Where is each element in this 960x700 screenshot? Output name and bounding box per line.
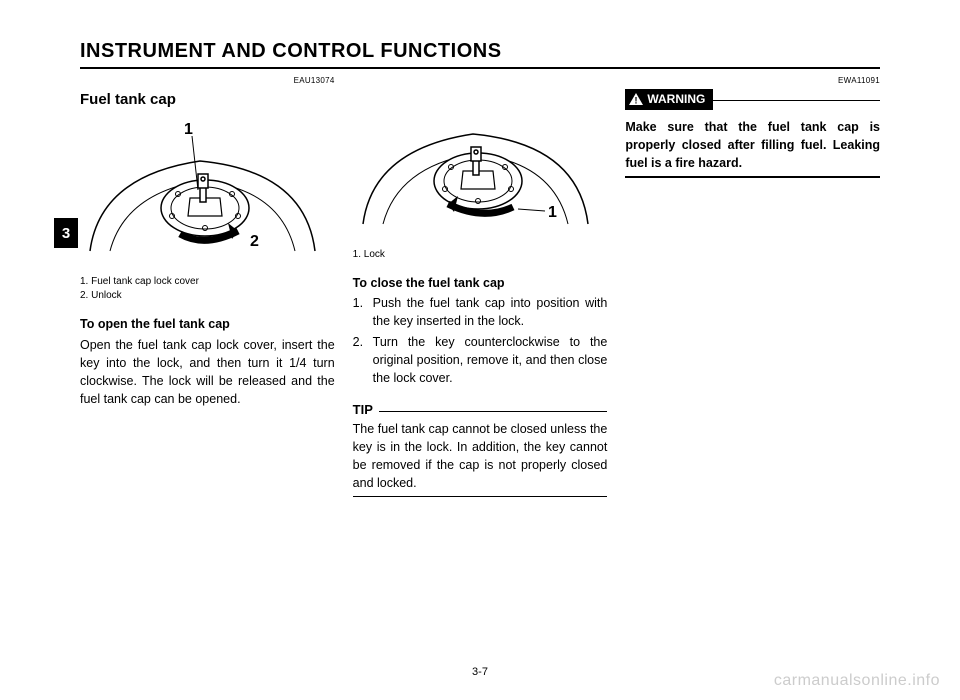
ref-code: EWA11091: [625, 75, 880, 87]
tip-label: TIP: [353, 401, 373, 420]
subheading: To open the fuel tank cap: [80, 315, 335, 333]
divider-line: [625, 176, 880, 178]
watermark: carmanualsonline.info: [774, 672, 940, 690]
divider-line: [379, 411, 607, 412]
caption-line: 2. Unlock: [80, 289, 335, 303]
warning-badge-row: ! WARNING: [625, 89, 880, 112]
figure-fuel-cap-open: 1 2: [80, 116, 320, 264]
figure-fuel-cap-close: 1: [353, 89, 593, 237]
column-3: EWA11091 ! WARNING Make sure that the fu…: [625, 75, 880, 497]
columns: EAU13074 Fuel tank cap: [80, 75, 880, 497]
step-item: Push the fuel tank cap into position wit…: [353, 294, 608, 330]
tip-heading: TIP: [353, 401, 608, 420]
figure-callout-1: 1: [184, 121, 193, 138]
body-paragraph: Open the fuel tank cap lock cover, inser…: [80, 336, 335, 409]
subheading: To close the fuel tank cap: [353, 274, 608, 292]
figure-callout-1: 1: [548, 204, 557, 221]
page-header: INSTRUMENT AND CONTROL FUNCTIONS: [80, 40, 880, 69]
divider-line: [353, 496, 608, 497]
figure-caption: 1. Lock: [353, 248, 608, 262]
figure-caption: 1. Fuel tank cap lock cover 2. Unlock: [80, 275, 335, 303]
figure-callout-2: 2: [250, 233, 259, 250]
svg-text:!: !: [635, 96, 638, 106]
step-item: Turn the key counterclockwise to the ori…: [353, 333, 608, 387]
caption-line: 1. Lock: [353, 248, 608, 262]
section-title: Fuel tank cap: [80, 89, 335, 111]
ref-code: EAU13074: [80, 75, 335, 87]
warning-icon: !: [629, 93, 643, 105]
warning-badge: ! WARNING: [625, 89, 713, 110]
warning-label: WARNING: [647, 91, 705, 108]
column-2: 1 1. Lock To close the fuel tank cap Pus…: [353, 75, 608, 497]
divider-line: [713, 100, 880, 102]
tip-body: The fuel tank cap cannot be closed unles…: [353, 420, 608, 493]
chapter-tab: 3: [54, 218, 78, 248]
warning-body: Make sure that the fuel tank cap is prop…: [625, 118, 880, 172]
caption-line: 1. Fuel tank cap lock cover: [80, 275, 335, 289]
column-1: EAU13074 Fuel tank cap: [80, 75, 335, 497]
page-content: INSTRUMENT AND CONTROL FUNCTIONS EAU1307…: [80, 40, 880, 660]
steps-list: Push the fuel tank cap into position wit…: [353, 294, 608, 387]
